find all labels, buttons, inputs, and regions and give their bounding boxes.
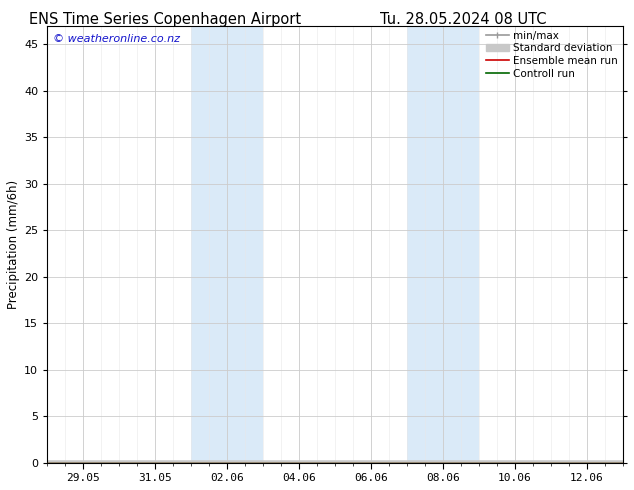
Bar (191, 25, 263, 463)
Text: © weatheronline.co.nz: © weatheronline.co.nz (53, 34, 180, 44)
Bar (407, 25, 479, 463)
Text: ENS Time Series Copenhagen Airport: ENS Time Series Copenhagen Airport (29, 12, 301, 27)
Text: Tu. 28.05.2024 08 UTC: Tu. 28.05.2024 08 UTC (380, 12, 546, 27)
Legend: min/max, Standard deviation, Ensemble mean run, Controll run: min/max, Standard deviation, Ensemble me… (484, 29, 620, 81)
Y-axis label: Precipitation (mm/6h): Precipitation (mm/6h) (7, 179, 20, 309)
